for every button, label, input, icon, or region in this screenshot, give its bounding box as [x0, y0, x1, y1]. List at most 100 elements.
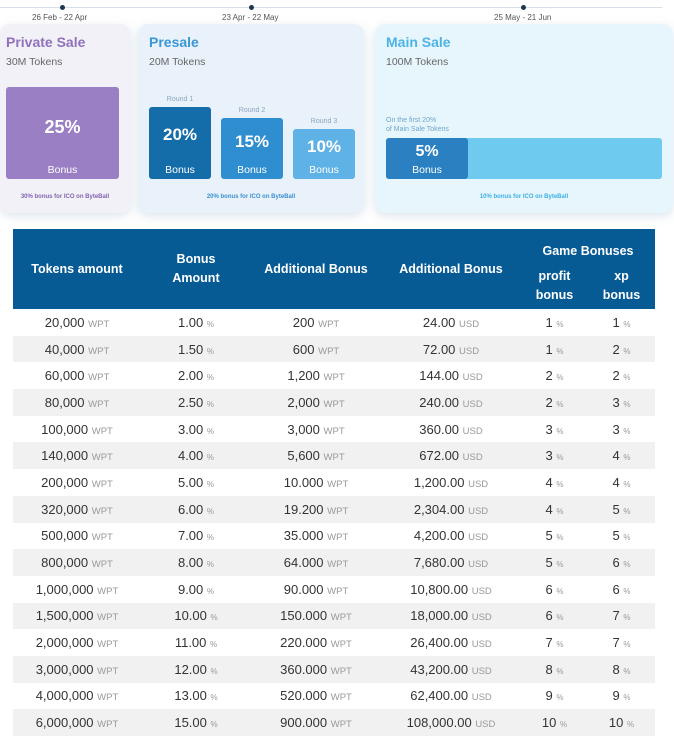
tokens-cell: 1,000,000 WPT: [13, 576, 141, 603]
card-footnote: 30% bonus for ICO on ByteBall: [20, 194, 110, 200]
tokens-cell: 4,000,000 WPT: [13, 683, 141, 710]
cell-unit: USD: [471, 665, 492, 677]
bonus-label: Bonus: [309, 164, 339, 176]
cell-unit: WPT: [91, 478, 113, 490]
cell-value: 60,000: [44, 368, 85, 384]
cell-unit: %: [556, 613, 564, 623]
cell-unit: WPT: [323, 372, 345, 384]
cell-value: 26,400.00: [410, 635, 469, 651]
table-row: 2,000,000 WPT 11.00 % 220.000 WPT 26,400.00…: [13, 629, 655, 656]
cell-value: 6: [545, 608, 553, 624]
cell-value: 10: [541, 715, 557, 731]
cell-value: 8.00: [177, 555, 204, 571]
cell-unit: %: [210, 613, 218, 623]
cell-value: 3: [545, 448, 553, 464]
additional-wpt-cell: 90.000 WPT: [251, 576, 381, 603]
cell-unit: WPT: [327, 532, 349, 544]
cell-value: 800,000: [41, 555, 89, 571]
cell-value: 108,000.00: [406, 715, 472, 731]
bonus-percent: 25%: [44, 117, 81, 137]
cell-value: 900.000: [280, 715, 328, 731]
cell-unit: %: [626, 720, 635, 730]
cell-unit: %: [556, 533, 564, 543]
cell-unit: %: [556, 346, 564, 356]
card-token-count: 20M Tokens: [149, 56, 206, 68]
cell-unit: %: [623, 693, 631, 703]
profit-bonus-cell: 9 %: [521, 683, 588, 710]
additional-usd-cell: 72.00 USD: [381, 335, 521, 363]
additional-usd-cell: 7,680.00 USD: [381, 549, 521, 576]
bonus-label: Bonus: [47, 164, 78, 176]
timeline-date-presale: 23 Apr - 22 May: [222, 13, 279, 22]
cell-unit: %: [206, 346, 215, 356]
bonus-label: Bonus: [237, 164, 267, 176]
additional-usd-cell: 360.00 USD: [381, 416, 521, 443]
cell-unit: USD: [471, 612, 492, 624]
cell-value: 144.00: [419, 368, 460, 384]
additional-usd-cell: 62,400.00 USD: [381, 683, 521, 710]
cell-unit: %: [556, 319, 564, 329]
timeline-line: [0, 7, 662, 8]
additional-usd-cell: 18,000.00 USD: [381, 602, 521, 630]
cell-value: 2,000: [287, 394, 320, 410]
table-row: 3,000,000 WPT 12.00 % 360.000 WPT 43,200.00…: [13, 655, 656, 683]
cell-value: 3: [545, 421, 553, 437]
xp-bonus-cell: 3 %: [588, 416, 655, 443]
xp-bonus-cell: 10 %: [588, 709, 656, 736]
bonus-amount-cell: 1.50 %: [141, 335, 251, 363]
bonus-amount-cell: 2.50 %: [141, 389, 251, 416]
cell-value: 6.00: [177, 501, 204, 517]
cell-value: 360.00: [419, 421, 460, 437]
timeline-date-main: 25 May - 21 Jun: [494, 13, 552, 22]
xp-bonus-cell: 5 %: [588, 523, 655, 550]
cell-value: 5: [545, 528, 553, 544]
table-row: 1,500,000 WPT 10.00 % 150.000 WPT 18,000.00…: [13, 602, 656, 630]
cell-unit: WPT: [91, 425, 113, 437]
cell-unit: %: [206, 586, 215, 596]
cell-value: 72.00: [422, 341, 456, 357]
cell-value: 9: [545, 688, 553, 704]
bonus-box: 25% Bonus: [6, 87, 119, 179]
cell-value: 320,000: [41, 501, 89, 517]
cell-value: 140,000: [41, 448, 89, 464]
bonus-percent: 5%: [415, 143, 439, 160]
cell-unit: WPT: [88, 318, 110, 330]
cell-unit: %: [206, 560, 215, 570]
table-row: 140,000 WPT 4.00 % 5,600 WPT 672.00 USD 3 % 4…: [13, 442, 656, 470]
profit-bonus-cell: 2 %: [521, 389, 588, 416]
card-token-count: 30M Tokens: [6, 56, 63, 68]
table-row: 20,000 WPT 1.00 % 200 WPT 24.00 USD 1 % 1 %: [13, 309, 655, 336]
table-row: 80,000 WPT 2.50 % 2,000 WPT 240.00 USD 2 % 3 …: [13, 389, 656, 416]
cell-unit: %: [623, 479, 631, 489]
cell-value: 10: [608, 715, 624, 731]
cell-value: 2: [612, 341, 620, 357]
cell-value: 9.00: [177, 581, 204, 597]
cell-unit: %: [623, 319, 631, 329]
round-3-bonus-box: 10% Bonus: [293, 129, 355, 179]
additional-usd-cell: 24.00 USD: [381, 309, 521, 336]
cell-value: 80,000: [44, 394, 85, 410]
tokens-cell: 3,000,000 WPT: [13, 655, 141, 683]
cell-value: 6: [612, 555, 620, 571]
header-line: Amount: [172, 271, 220, 285]
cell-unit: WPT: [323, 452, 345, 464]
cell-value: 2: [545, 394, 553, 410]
bonus-amount-cell: 6.00 %: [141, 495, 251, 523]
bonus-amount-cell: 1.00 %: [141, 309, 251, 336]
cell-unit: USD: [471, 585, 492, 597]
cell-value: 8: [612, 661, 620, 677]
cell-value: 5: [612, 501, 620, 517]
tokens-cell: 2,000,000 WPT: [13, 629, 141, 656]
cell-unit: USD: [462, 452, 483, 464]
cell-unit: %: [206, 533, 215, 543]
cell-value: 500,000: [41, 528, 89, 544]
profit-bonus-cell: 3 %: [521, 416, 588, 443]
profit-bonus-cell: 7 %: [521, 629, 588, 656]
profit-bonus-cell: 1 %: [521, 309, 588, 336]
tokens-cell: 60,000 WPT: [13, 362, 141, 389]
cell-value: 8: [545, 661, 553, 677]
xp-bonus-cell: 7 %: [588, 629, 655, 656]
bonus-amount-cell: 3.00 %: [141, 416, 251, 443]
cell-unit: WPT: [97, 692, 119, 704]
cell-value: 2,000,000: [35, 635, 94, 651]
